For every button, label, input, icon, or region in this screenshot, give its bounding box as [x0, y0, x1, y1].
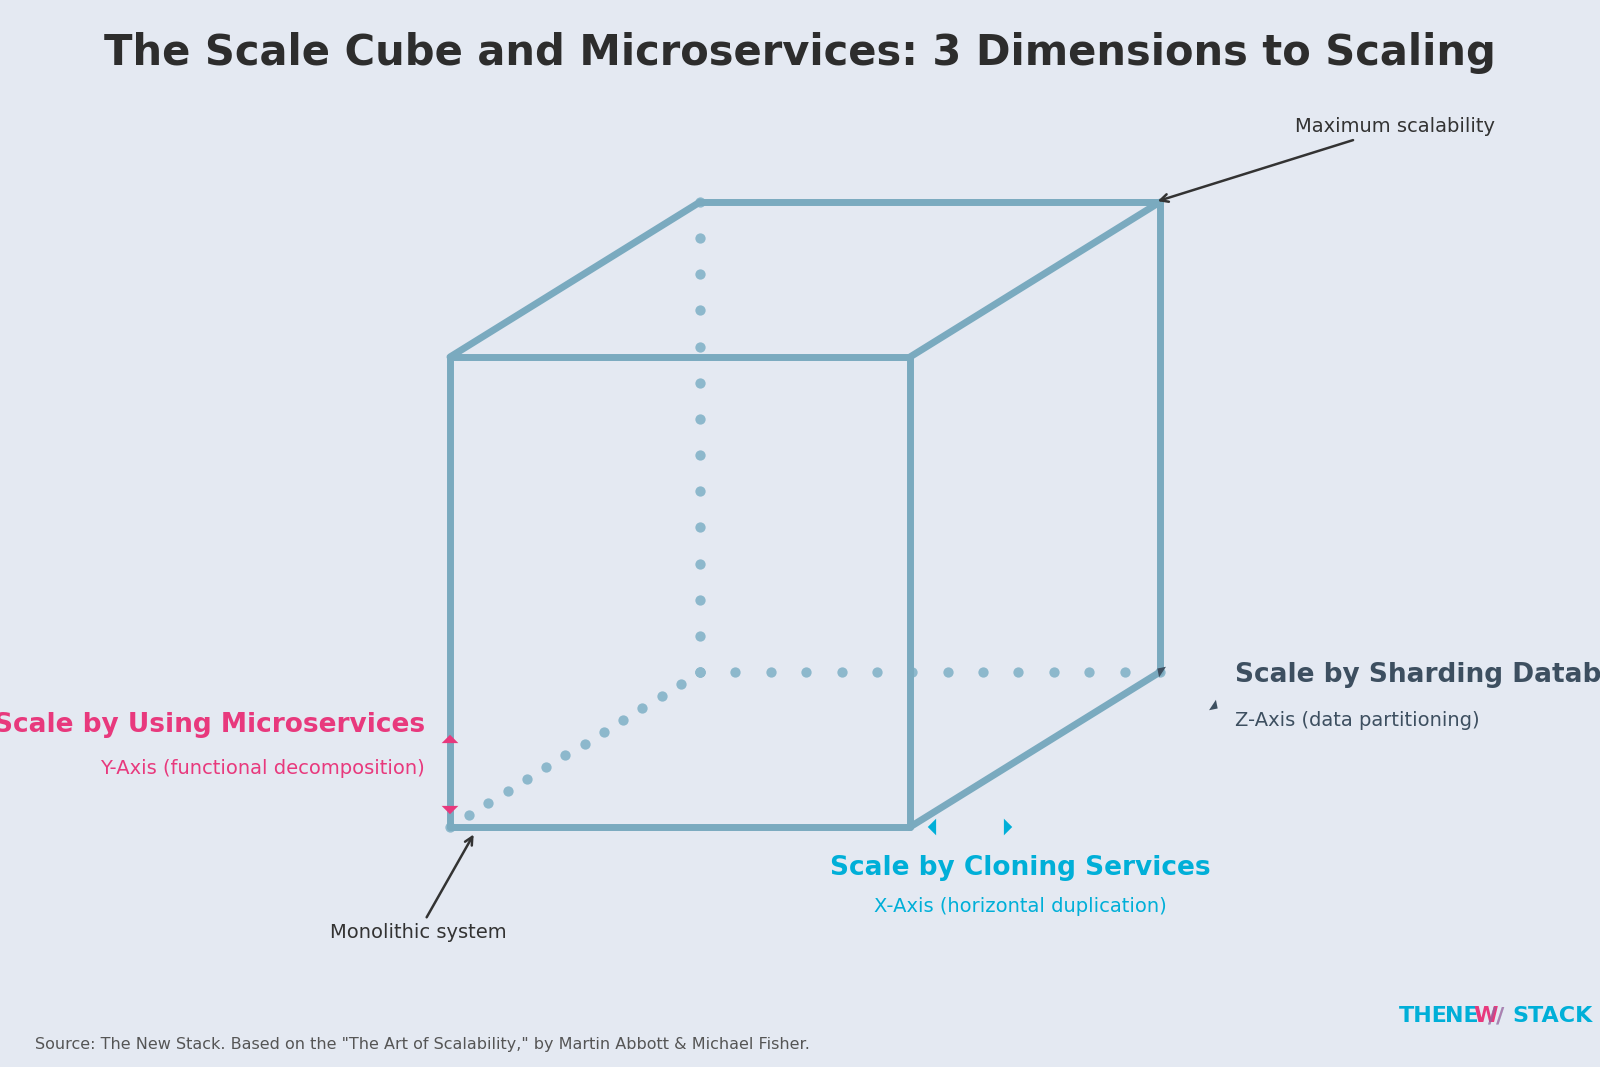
Point — [590, 723, 616, 740]
Point — [688, 591, 714, 608]
Text: Maximum scalability: Maximum scalability — [1160, 117, 1494, 202]
Point — [688, 447, 714, 464]
Point — [1006, 664, 1032, 681]
Point — [934, 664, 960, 681]
Point — [688, 375, 714, 392]
Point — [688, 627, 714, 644]
Text: THE: THE — [1398, 1006, 1448, 1026]
Point — [494, 783, 520, 800]
Point — [688, 482, 714, 499]
Text: Y-Axis (functional decomposition): Y-Axis (functional decomposition) — [101, 760, 426, 779]
Point — [688, 338, 714, 355]
Point — [970, 664, 995, 681]
Point — [533, 759, 558, 776]
Text: Scale by Using Microservices: Scale by Using Microservices — [0, 712, 426, 738]
Point — [688, 664, 714, 681]
Point — [899, 664, 925, 681]
Point — [688, 229, 714, 246]
Point — [456, 807, 482, 824]
Text: W: W — [1474, 1006, 1498, 1026]
Point — [475, 795, 501, 812]
Point — [688, 519, 714, 536]
Point — [688, 193, 714, 210]
Point — [688, 302, 714, 319]
Point — [688, 664, 714, 681]
Point — [794, 664, 819, 681]
Text: Scale by Sharding Databases: Scale by Sharding Databases — [1235, 662, 1600, 688]
Point — [571, 735, 597, 752]
Point — [1147, 664, 1173, 681]
Point — [667, 675, 693, 692]
Text: Scale by Cloning Services: Scale by Cloning Services — [830, 855, 1210, 881]
Text: Source: The New Stack. Based on the "The Art of Scalability," by Martin Abbott &: Source: The New Stack. Based on the "The… — [35, 1037, 810, 1052]
Point — [514, 770, 539, 787]
Point — [1077, 664, 1102, 681]
Text: STACK: STACK — [1512, 1006, 1592, 1026]
Text: //: // — [1488, 1006, 1504, 1026]
Point — [723, 664, 749, 681]
Text: NE: NE — [1445, 1006, 1478, 1026]
Point — [864, 664, 890, 681]
Text: The Scale Cube and Microservices: 3 Dimensions to Scaling: The Scale Cube and Microservices: 3 Dime… — [104, 32, 1496, 74]
Point — [829, 664, 854, 681]
Point — [688, 664, 714, 681]
Text: X-Axis (horizontal duplication): X-Axis (horizontal duplication) — [874, 897, 1166, 915]
Point — [648, 687, 674, 704]
Point — [1042, 664, 1067, 681]
Text: Monolithic system: Monolithic system — [330, 837, 507, 941]
Point — [437, 818, 462, 835]
Text: //: // — [1488, 1006, 1504, 1026]
Point — [552, 747, 578, 764]
Point — [629, 699, 654, 716]
Point — [688, 555, 714, 572]
Point — [688, 266, 714, 283]
Point — [1112, 664, 1138, 681]
Point — [758, 664, 784, 681]
Text: Z-Axis (data partitioning): Z-Axis (data partitioning) — [1235, 711, 1480, 730]
Point — [688, 411, 714, 428]
Point — [610, 712, 635, 729]
